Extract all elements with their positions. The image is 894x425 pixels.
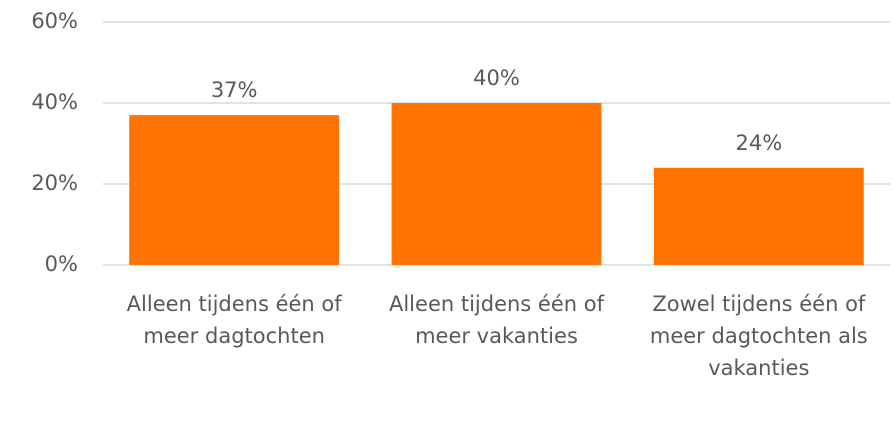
x-tick-label: Zowel tijdens één of meer dagtochten als… xyxy=(649,292,868,380)
y-tick-label: 0% xyxy=(45,252,78,276)
y-tick-label: 20% xyxy=(31,171,78,195)
y-tick-label: 60% xyxy=(31,9,78,33)
x-tick-label: Alleen tijdens één of meer vakanties xyxy=(388,292,604,348)
x-tick-label: Alleen tijdens één of meer dagtochten xyxy=(126,292,342,348)
y-tick-label: 40% xyxy=(31,90,78,114)
value-label: 40% xyxy=(473,66,520,90)
bar xyxy=(391,103,602,265)
bar xyxy=(129,115,340,266)
bar xyxy=(653,167,864,265)
value-label: 24% xyxy=(735,131,782,155)
value-label: 37% xyxy=(211,78,258,102)
